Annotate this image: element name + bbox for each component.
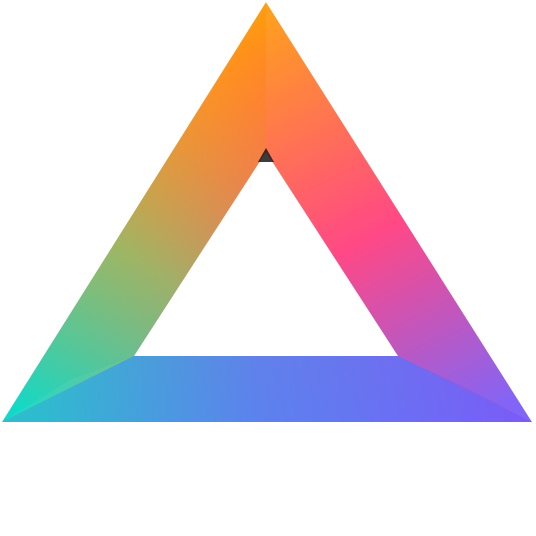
triangle-ring	[2, 2, 532, 422]
inner-apex-notch	[258, 148, 274, 162]
